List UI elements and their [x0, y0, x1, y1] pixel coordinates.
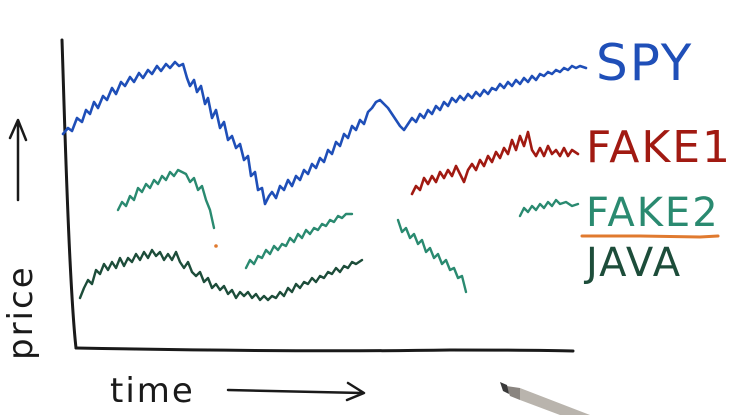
- legend-label-spy: SPY: [596, 34, 693, 92]
- legend-label-fake1: FAKE1: [586, 122, 732, 173]
- y-axis-line: [60, 38, 78, 350]
- fake2-series-segment-1: [116, 168, 216, 230]
- legend-divider-line: [580, 234, 720, 239]
- y-axis-label: price: [1, 265, 41, 360]
- java-series-line: [78, 248, 364, 302]
- fake2-series-segment-2: [244, 212, 354, 270]
- stylus-pen-icon: [500, 382, 590, 415]
- x-axis-arrow: [226, 381, 366, 402]
- spy-series-line: [61, 60, 588, 206]
- fake2-series-segment-3: [396, 218, 468, 294]
- legend-label-java: JAVA: [583, 240, 682, 286]
- x-axis-label: time: [110, 371, 195, 411]
- x-axis-line: [74, 346, 575, 353]
- legend-label-fake2: FAKE2: [586, 190, 720, 236]
- stray-marker-dot: [214, 244, 218, 248]
- fake1-series-line: [410, 130, 580, 196]
- y-axis-arrow: [8, 118, 28, 202]
- fake2-series-segment-4: [518, 198, 580, 218]
